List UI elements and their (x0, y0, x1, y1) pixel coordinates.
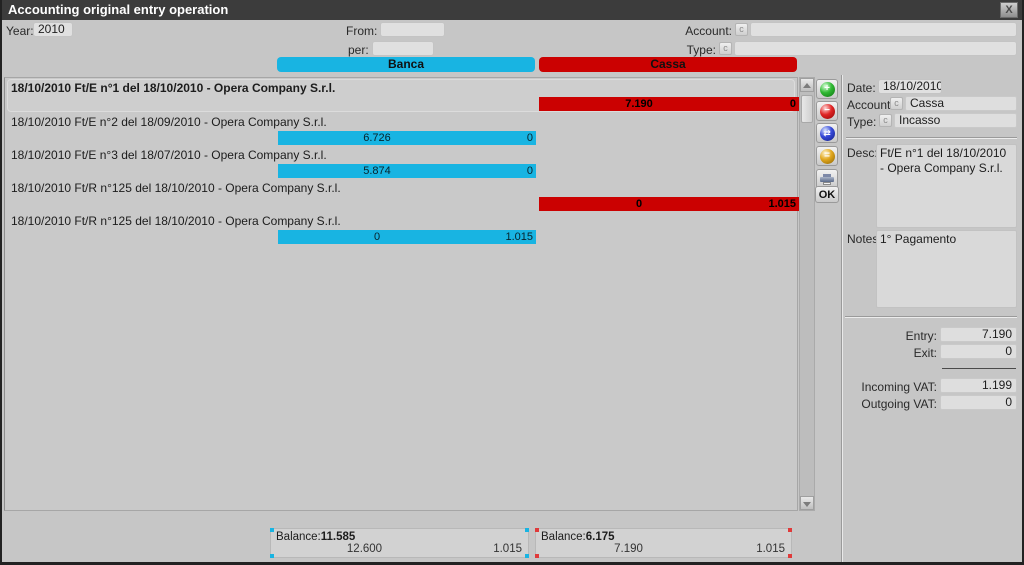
panel-divider (841, 75, 843, 562)
entry-row[interactable]: 18/10/2010 Ft/R n°125 del 18/10/2010 - O… (5, 212, 797, 245)
balance-cassa-label: Balance: (541, 531, 586, 543)
entry-amount-in: 7.190 (625, 98, 653, 110)
balance-box-cassa: Balance:6.175 7.190 1.015 (535, 528, 792, 558)
column-header-cassa[interactable]: Cassa (539, 57, 797, 72)
type-filter-combo-button[interactable]: c (719, 42, 732, 55)
date-input[interactable]: 18/10/2010 (878, 79, 942, 94)
notes-textarea[interactable]: 1° Pagamento (876, 230, 1017, 308)
account-filter-combo-button[interactable]: c (735, 23, 748, 36)
entry-description: 18/10/2010 Ft/E n°2 del 18/09/2010 - Ope… (11, 115, 327, 129)
account-detail-input[interactable]: Cassa (905, 96, 1017, 111)
account-detail-combo-button[interactable]: c (890, 97, 903, 110)
entry-row[interactable]: 18/10/2010 Ft/E n°2 del 18/09/2010 - Ope… (5, 113, 797, 146)
desc-label: Desc: (847, 146, 878, 160)
from-input[interactable] (380, 22, 445, 37)
balance-cassa-totals: 7.190 1.015 (536, 543, 791, 555)
exit-label: Exit: (913, 346, 937, 360)
incoming-vat-input[interactable]: 1.199 (940, 378, 1017, 393)
entry-bar-cassa[interactable]: 7.190 0 (539, 97, 799, 111)
scroll-down-icon[interactable] (800, 496, 814, 510)
type-filter-input[interactable] (734, 41, 1017, 56)
balance-banca-total-in: 12.600 (346, 543, 383, 555)
outgoing-vat-label: Outgoing VAT: (861, 397, 937, 411)
transfer-arrows-icon: ⇄ (819, 125, 835, 141)
entry-label: Entry: (905, 329, 937, 343)
window-title: Accounting original entry operation (8, 2, 229, 17)
vat-separator (942, 368, 1016, 369)
entry-row[interactable]: 18/10/2010 Ft/E n°1 del 18/10/2010 - Ope… (5, 79, 799, 112)
selection-outline (7, 79, 795, 112)
entry-amount-out: 0 (526, 132, 533, 144)
balance-banca-total-out: 1.015 (493, 543, 522, 555)
balance-cassa-line: Balance:6.175 (541, 531, 615, 543)
entry-row[interactable]: 18/10/2010 Ft/R n°125 del 18/10/2010 - O… (5, 179, 799, 212)
exit-total-input[interactable]: 0 (940, 344, 1017, 359)
date-label: Date: (847, 81, 876, 95)
account-filter-input[interactable] (750, 22, 1017, 37)
balance-cassa-total-out: 1.015 (756, 543, 785, 555)
scroll-up-icon[interactable] (800, 78, 814, 92)
entry-bar-banca[interactable]: 6.726 0 (278, 131, 536, 145)
scrollbar-thumb[interactable] (801, 95, 813, 123)
entry-amount-out: 0 (789, 98, 796, 110)
entry-description: 18/10/2010 Ft/R n°125 del 18/10/2010 - O… (11, 181, 341, 195)
title-bar: Accounting original entry operation X (2, 0, 1022, 20)
balance-cassa-total-in: 7.190 (614, 543, 643, 555)
minus-icon: − (819, 103, 835, 119)
type-detail-label: Type: (847, 115, 877, 129)
year-label: Year: (6, 24, 34, 38)
detail-separator (846, 137, 1017, 139)
plus-icon: + (819, 81, 835, 97)
entry-amount-out: 1.015 (505, 231, 533, 243)
balance-banca-line: Balance:11.585 (276, 531, 355, 543)
balance-cassa-value: 6.175 (585, 531, 615, 543)
balance-box-banca: Balance:11.585 12.600 1.015 (270, 528, 529, 558)
type-detail-combo-button[interactable]: c (879, 114, 892, 127)
entry-row[interactable]: 18/10/2010 Ft/E n°3 del 18/07/2010 - Ope… (5, 146, 797, 179)
entry-amount-out: 1.015 (768, 198, 796, 210)
ok-button[interactable]: OK (815, 186, 839, 203)
column-header-banca[interactable]: Banca (277, 57, 535, 72)
balance-banca-label: Balance: (276, 531, 321, 543)
outgoing-vat-input[interactable]: 0 (940, 395, 1017, 410)
account-detail-label: Account: (847, 98, 894, 112)
notes-label: Notes: (847, 232, 882, 246)
balance-button[interactable]: = (816, 146, 838, 166)
printer-icon (820, 173, 834, 185)
balance-banca-value: 11.585 (320, 531, 356, 543)
entry-amount-in: 5.874 (363, 165, 391, 177)
per-label: per: (348, 43, 369, 57)
delete-entry-button[interactable]: − (816, 101, 838, 121)
print-button[interactable] (816, 169, 838, 189)
entry-amount-out: 0 (526, 165, 533, 177)
entry-bar-banca[interactable]: 0 1.015 (278, 230, 536, 244)
add-entry-button[interactable]: + (816, 79, 838, 99)
entry-amount-in: 0 (373, 231, 381, 243)
entry-description: 18/10/2010 Ft/E n°3 del 18/07/2010 - Ope… (11, 148, 327, 162)
entry-amount-in: 0 (635, 198, 643, 210)
balance-banca-totals: 12.600 1.015 (271, 543, 528, 555)
desc-textarea[interactable]: Ft/E n°1 del 18/10/2010 - Opera Company … (876, 144, 1017, 228)
account-filter-label: Account: (685, 24, 732, 38)
incoming-vat-label: Incoming VAT: (861, 380, 937, 394)
equals-icon: = (819, 148, 835, 164)
per-input[interactable] (372, 41, 434, 56)
totals-separator (845, 316, 1017, 318)
entry-description: 18/10/2010 Ft/R n°125 del 18/10/2010 - O… (11, 214, 341, 228)
list-scrollbar[interactable] (799, 77, 815, 511)
close-icon[interactable]: X (1000, 2, 1018, 18)
entry-total-input[interactable]: 7.190 (940, 327, 1017, 342)
from-label: From: (346, 24, 378, 38)
entry-bar-cassa[interactable]: 0 1.015 (539, 197, 799, 211)
year-input[interactable]: 2010 (33, 22, 73, 37)
entry-bar-banca[interactable]: 5.874 0 (278, 164, 536, 178)
entries-list: 18/10/2010 Ft/E n°1 del 18/10/2010 - Ope… (4, 77, 799, 511)
type-detail-input[interactable]: Incasso (894, 113, 1017, 128)
entry-amount-in: 6.726 (363, 132, 391, 144)
entry-description: 18/10/2010 Ft/E n°1 del 18/10/2010 - Ope… (11, 81, 336, 95)
transfer-button[interactable]: ⇄ (816, 123, 838, 143)
type-filter-label: Type: (686, 43, 716, 57)
